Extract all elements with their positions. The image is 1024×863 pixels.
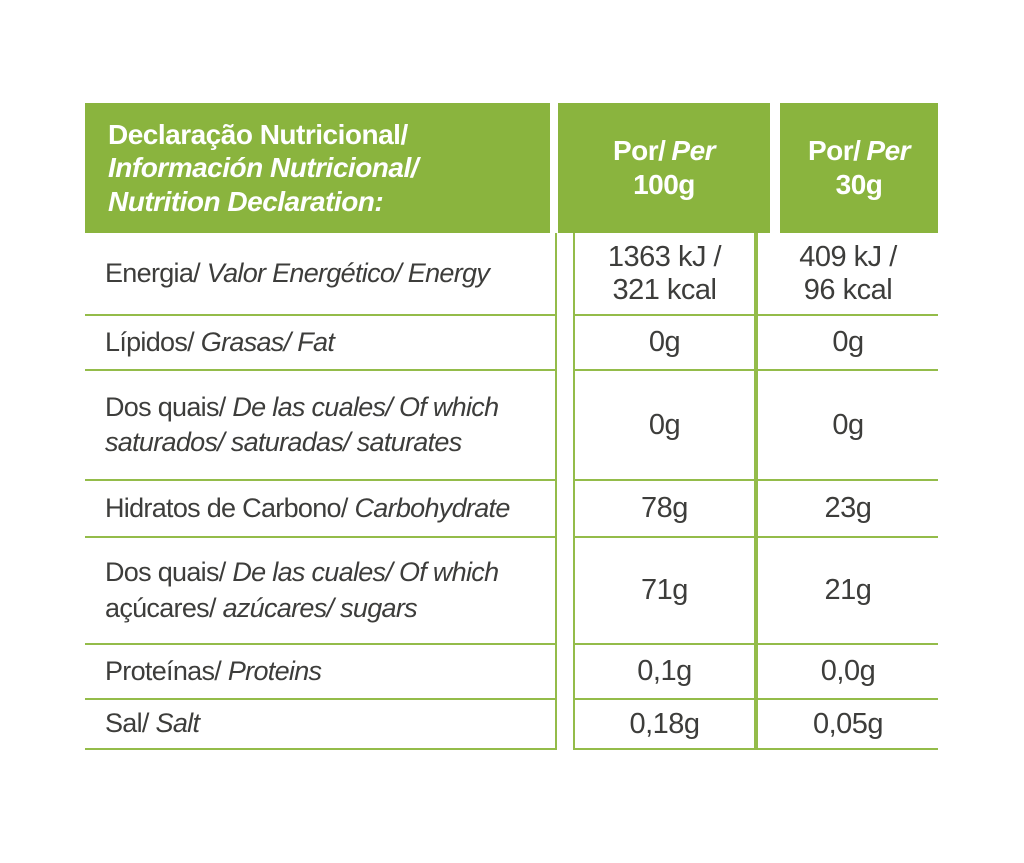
header-title-line-es: Información Nutricional/ [108,152,419,184]
label-line: açúcares/ azúcares/ sugars [105,591,555,626]
value-line: 1363 kJ / [607,241,722,274]
value-line: 0g [648,326,681,359]
value-line: 23g [824,492,872,525]
column-gap [557,481,573,538]
value-per-30g: 0,05g [756,700,938,750]
column-header-amount: 100g [633,169,695,200]
column-header-per-label: Por/Per [558,134,770,168]
value-line: 0g [648,408,681,441]
nutrition-table: Declaração Nutricional/ Información Nutr… [85,103,938,750]
table-row-proteins: Proteínas/ Proteins 0,1g 0,0g [85,645,938,700]
value-per-100g: 0,1g [573,645,756,700]
header-divider-gap [770,103,780,233]
value-line: 409 kJ / [799,241,897,274]
label-segment: Proteínas/ [105,655,228,686]
table-row-energy: Energia/ Valor Energético/ Energy 1363 kJ… [85,233,938,316]
table-row-sugars: Dos quais/ De las cuales/ Of which açúcar… [85,538,938,645]
value-line: 21g [824,574,872,607]
value-line: 0g [832,326,864,359]
label-segment: Valor Energético/ Energy [206,257,490,288]
header-title-line-pt: Declaração Nutricional/ [108,119,408,151]
label-line: saturados/ saturadas/ saturates [105,425,555,460]
table-row-carbohydrate: Hidratos de Carbono/ Carbohydrate 78g 23g [85,481,938,538]
value-per-100g: 71g [573,538,756,645]
label-segment: De las cuales/ Of which [232,391,499,422]
column-gap [557,233,573,316]
value-line: 0,0g [820,655,876,688]
label-line: Dos quais/ De las cuales/ Of which [105,555,555,590]
table-row-salt: Sal/ Salt 0,18g 0,05g [85,700,938,750]
value-per-30g: 0g [756,371,938,481]
value-line: 0g [832,408,864,441]
header-title-line-en: Nutrition Declaration: [108,185,384,217]
header-title: Declaração Nutricional/ Información Nutr… [85,103,550,233]
per-label: Per [866,135,911,167]
label-line: Proteínas/ Proteins [105,654,555,689]
value-per-100g: 0g [573,371,756,481]
table-header: Declaração Nutricional/ Información Nutr… [85,103,938,233]
table-row-saturates: Dos quais/ De las cuales/ Of which satura… [85,371,938,481]
value-per-100g: 0,18g [573,700,756,750]
column-gap [557,371,573,481]
value-line: 321 kcal [612,273,717,306]
label-segment: Sal/ [105,708,156,739]
row-label: Proteínas/ Proteins [85,645,557,700]
label-segment: azúcares/ sugars [222,592,418,623]
row-label: Energia/ Valor Energético/ Energy [85,233,557,316]
label-line: Hidratos de Carbono/ Carbohydrate [105,491,555,526]
column-header-per-100g: Por/Per 100g [558,103,770,233]
value-per-30g: 0,0g [756,645,938,700]
label-segment: Grasas/ Fat [200,326,335,357]
label-segment: Dos quais/ [105,557,233,588]
por-label: Por/ [612,135,666,167]
value-line: 0,18g [629,707,700,740]
value-line: 96 kcal [803,273,893,306]
label-segment: Salt [155,708,200,739]
row-label: Sal/ Salt [85,700,557,750]
value-per-100g: 0g [573,316,756,371]
column-header-amount: 30g [835,169,883,200]
column-gap [557,538,573,645]
row-label: Lípidos/ Grasas/ Fat [85,316,557,371]
label-segment: De las cuales/ Of which [232,557,499,588]
label-line: Energia/ Valor Energético/ Energy [105,256,555,291]
column-header-per-label: Por/Per [780,134,938,168]
table-body: Energia/ Valor Energético/ Energy 1363 kJ… [85,233,938,750]
label-segment: açúcares/ [105,592,223,623]
value-line: 71g [641,574,688,607]
label-segment: Carbohydrate [354,492,510,523]
por-label: Por/ [807,135,861,167]
label-segment: Dos quais/ [105,391,233,422]
value-per-30g: 0g [756,316,938,371]
row-label: Dos quais/ De las cuales/ Of which açúcar… [85,538,557,645]
per-label: Per [671,135,716,167]
column-gap [557,316,573,371]
column-header-per-30g: Por/Per 30g [780,103,938,233]
label-segment: saturados/ saturadas/ saturates [105,427,462,457]
label-line: Lípidos/ Grasas/ Fat [105,325,555,360]
value-per-30g: 23g [756,481,938,538]
table-row-fat: Lípidos/ Grasas/ Fat 0g 0g [85,316,938,371]
column-gap [557,700,573,750]
label-segment: Lípidos/ [105,326,201,357]
label-segment: Energia/ [105,257,207,288]
value-line: 78g [641,492,688,525]
value-per-100g: 78g [573,481,756,538]
value-per-100g: 1363 kJ /321 kcal [573,233,756,316]
row-label: Dos quais/ De las cuales/ Of which satura… [85,371,557,481]
value-line: 0,1g [637,655,692,688]
label-segment: Proteins [227,655,322,686]
label-segment: Hidratos de Carbono/ [105,492,355,523]
value-per-30g: 21g [756,538,938,645]
value-line: 0,05g [812,707,884,740]
header-divider-gap [550,103,558,233]
value-per-30g: 409 kJ /96 kcal [756,233,938,316]
column-gap [557,645,573,700]
row-label: Hidratos de Carbono/ Carbohydrate [85,481,557,538]
label-line: Sal/ Salt [105,706,555,741]
label-line: Dos quais/ De las cuales/ Of which [105,390,555,425]
